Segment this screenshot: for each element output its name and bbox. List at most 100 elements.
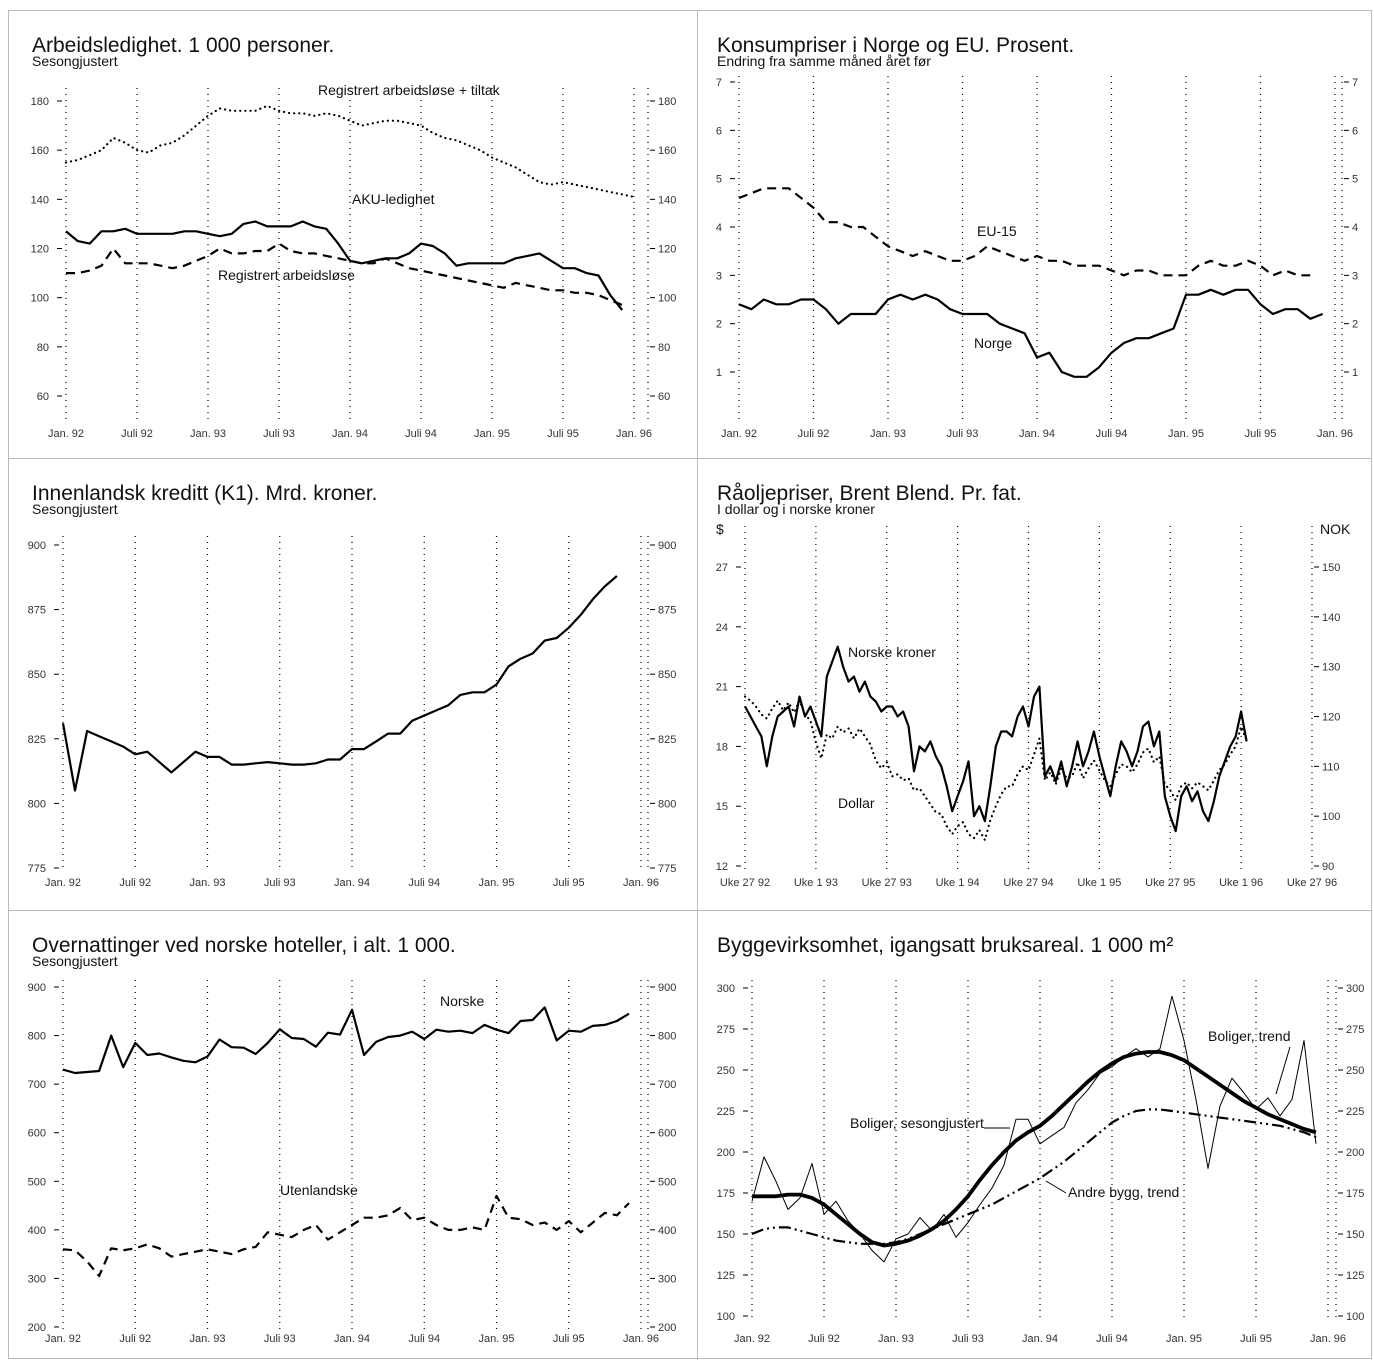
y2-tick-label: 120	[1322, 712, 1340, 724]
series-line	[738, 187, 1311, 277]
y-tick-label-right: 800	[658, 1031, 676, 1043]
y-tick-label: 875	[28, 605, 46, 617]
chart-title: Konsumpriser i Norge og EU. Prosent.	[717, 34, 1074, 57]
chart-subtitle: I dollar og i norske kroner	[717, 501, 875, 517]
x-tick-label: Juli 93	[947, 428, 979, 440]
chart-title: Råoljepriser, Brent Blend. Pr. fat.	[717, 482, 1022, 505]
x-tick-label: Jan. 96	[623, 1333, 659, 1345]
x-tick-label: Juli 93	[263, 428, 295, 440]
y-tick-label: 300	[28, 1273, 46, 1285]
y2-axis-label: NOK	[1320, 521, 1351, 537]
y-tick-label-right: 275	[1346, 1024, 1364, 1036]
x-tick-label: Uke 1 95	[1077, 877, 1121, 889]
y-tick-label-right: 4	[1352, 222, 1358, 234]
y-tick-label: 24	[716, 622, 728, 634]
x-tick-label: Jan. 92	[721, 428, 757, 440]
series-line	[738, 288, 1323, 378]
y-tick-label: 18	[716, 741, 728, 753]
y-tick-label-right: 400	[658, 1225, 676, 1237]
x-tick-label: Juli 95	[553, 877, 585, 889]
y-tick-label: 140	[31, 194, 49, 206]
x-tick-label: Jan. 93	[189, 1333, 225, 1345]
series-line	[65, 220, 624, 311]
x-tick-label: Jan. 95	[1166, 1333, 1202, 1345]
y-tick-label: 125	[717, 1270, 735, 1282]
x-tick-label: Juli 94	[408, 877, 440, 889]
y-tick-label: 300	[717, 983, 735, 995]
series-label: Boliger, sesongjustert	[850, 1115, 984, 1131]
x-tick-label: Juli 95	[547, 428, 579, 440]
y-tick-label-right: 250	[1346, 1065, 1364, 1077]
y-tick-label-right: 150	[1346, 1229, 1364, 1241]
y-tick-label: 825	[28, 734, 46, 746]
leader-line	[1275, 1046, 1291, 1095]
chart-subtitle: Sesongjustert	[32, 953, 118, 969]
x-tick-label: Jan. 92	[45, 1333, 81, 1345]
x-tick-label: Uke 1 94	[936, 877, 980, 889]
y-tick-label: 27	[716, 562, 728, 574]
x-tick-label: Juli 95	[1240, 1333, 1272, 1345]
y-tick-label: 150	[717, 1229, 735, 1241]
x-tick-label: Juli 94	[1096, 428, 1128, 440]
y-tick-label-right: 850	[658, 669, 676, 681]
y-tick-label-right: 500	[658, 1176, 676, 1188]
y-tick-label: 850	[28, 669, 46, 681]
y-tick-label-right: 125	[1346, 1270, 1364, 1282]
x-tick-label: Juli 92	[798, 428, 830, 440]
series-line	[743, 695, 1248, 842]
series-label: EU-15	[977, 223, 1017, 239]
y-tick-label: 180	[31, 96, 49, 108]
y-tick-label: 6	[716, 125, 722, 137]
x-tick-label: Juli 92	[119, 1333, 151, 1345]
series-line	[61, 575, 618, 792]
y-tick-label: 800	[28, 1031, 46, 1043]
y-tick-label: 275	[717, 1024, 735, 1036]
y-tick-label: 175	[717, 1188, 735, 1200]
x-tick-label: Uke 1 96	[1219, 877, 1263, 889]
y-tick-label: 3	[716, 270, 722, 282]
y-tick-label: 800	[28, 798, 46, 810]
y2-tick-label: 100	[1322, 811, 1340, 823]
y-tick-label: 250	[717, 1065, 735, 1077]
y-tick-label-right: 140	[658, 194, 676, 206]
x-tick-label: Jan. 93	[189, 877, 225, 889]
x-tick-label: Juli 93	[264, 877, 296, 889]
y-tick-label-right: 800	[658, 798, 676, 810]
y-tick-label-right: 6	[1352, 125, 1358, 137]
y-tick-label: 600	[28, 1128, 46, 1140]
chart-title: Innenlandsk kreditt (K1). Mrd. kroner.	[32, 482, 378, 505]
x-tick-label: Jan. 94	[1019, 428, 1055, 440]
x-tick-label: Jan. 94	[1022, 1333, 1058, 1345]
x-tick-label: Uke 27 96	[1287, 877, 1337, 889]
series-label: Utenlandske	[280, 1182, 358, 1198]
x-tick-label: Jan. 96	[623, 877, 659, 889]
y-tick-label-right: 900	[658, 982, 676, 994]
x-tick-label: Jan. 95	[1168, 428, 1204, 440]
panel-frame	[8, 10, 1372, 1360]
x-tick-label: Juli 94	[408, 1333, 440, 1345]
series-label: Norske	[440, 993, 485, 1009]
x-tick-label: Jan. 93	[878, 1333, 914, 1345]
x-tick-label: Jan. 94	[334, 877, 370, 889]
y-tick-label-right: 775	[658, 863, 676, 875]
chart-subtitle: Endring fra samme måned året før	[717, 53, 931, 69]
x-tick-label: Jan. 95	[474, 428, 510, 440]
x-tick-label: Uke 27 94	[1003, 877, 1053, 889]
y-tick-label: 100	[717, 1311, 735, 1323]
y-tick-label-right: 80	[658, 342, 670, 354]
y-tick-label-right: 600	[658, 1128, 676, 1140]
x-tick-label: Jan. 93	[870, 428, 906, 440]
y-tick-label-right: 175	[1346, 1188, 1364, 1200]
y-tick-label: 4	[716, 222, 722, 234]
leader-line	[1045, 1180, 1067, 1194]
x-tick-label: Juli 95	[553, 1333, 585, 1345]
x-tick-label: Uke 27 95	[1145, 877, 1195, 889]
y-tick-label: 2	[716, 319, 722, 331]
x-tick-label: Uke 1 93	[794, 877, 838, 889]
y-tick-label-right: 200	[1346, 1147, 1364, 1159]
x-tick-label: Juli 93	[264, 1333, 296, 1345]
y2-tick-label: 140	[1322, 612, 1340, 624]
y-tick-label: 80	[37, 342, 49, 354]
series-label: AKU-ledighet	[352, 191, 435, 207]
